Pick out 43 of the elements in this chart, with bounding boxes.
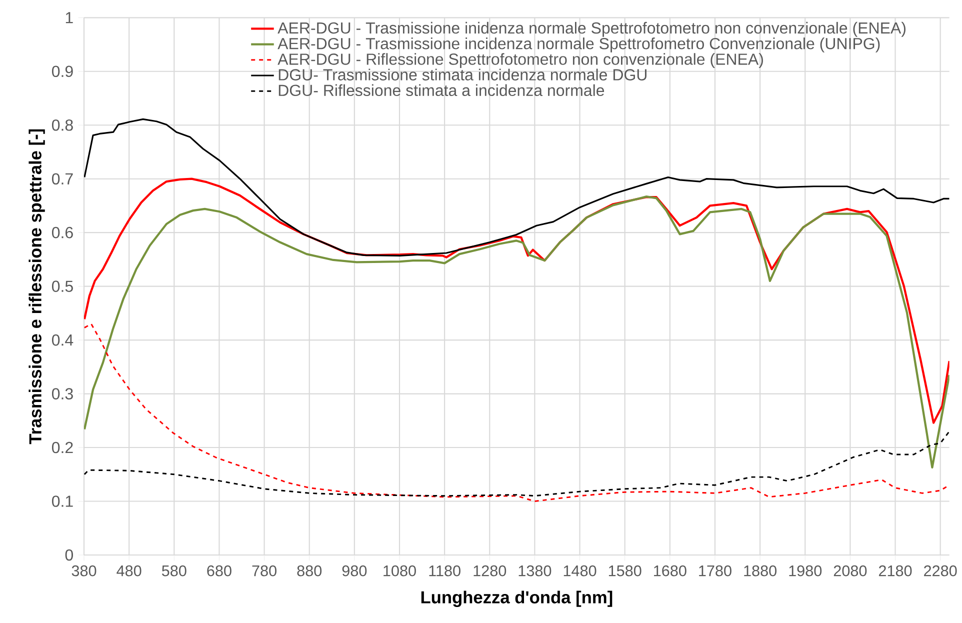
x-tick-label: 580 bbox=[162, 565, 186, 576]
y-axis-title: Trasmissione e riflessione spettrale [-] bbox=[28, 129, 45, 444]
x-tick-label: 1680 bbox=[654, 565, 686, 576]
x-tick-label: 480 bbox=[116, 565, 142, 576]
y-tick-label: 0.4 bbox=[52, 334, 74, 346]
x-axis-title: Lunghezza d'onda [nm] bbox=[421, 590, 612, 607]
x-tick-label: 680 bbox=[207, 565, 232, 576]
x-tick-label: 1280 bbox=[474, 565, 506, 576]
y-tick-label: 0.6 bbox=[52, 226, 73, 238]
x-tick-label: 1180 bbox=[429, 565, 460, 576]
y-tick-label: 0.7 bbox=[52, 173, 73, 185]
legend-label: DGU- Trasmissione stimata incidenza normale DGU bbox=[278, 68, 646, 80]
x-tick-label: 880 bbox=[297, 565, 322, 576]
line-series bbox=[84, 196, 950, 468]
line-series bbox=[84, 118, 950, 256]
x-tick-label: 1480 bbox=[564, 565, 596, 576]
x-tick-label: 1380 bbox=[518, 565, 552, 576]
legend-label: AER-DGU - Riflessione Spettrofotometro non convenzionale (ENEA) bbox=[278, 53, 763, 68]
line-series bbox=[84, 430, 950, 497]
x-tick-label: 780 bbox=[252, 565, 276, 576]
line-series bbox=[84, 178, 950, 424]
x-tick-label: 2280 bbox=[924, 565, 957, 576]
y-tick-label: 1 bbox=[66, 12, 73, 24]
legend-label: DGU- Riflessione stimata a incidenza normale bbox=[278, 84, 604, 96]
y-tick-label: 0.5 bbox=[52, 280, 73, 292]
x-tick-label: 1780 bbox=[699, 565, 732, 576]
y-tick-label: 0.8 bbox=[52, 119, 73, 131]
legend-label: AER-DGU - Trasmissione inidenza normale Spettrofotometro non convenzionale (ENEA) bbox=[278, 22, 906, 37]
x-tick-label: 1080 bbox=[384, 565, 416, 576]
y-tick-label: 0.1 bbox=[52, 496, 73, 507]
x-tick-label: 1580 bbox=[608, 565, 642, 576]
y-tick-label: 0.9 bbox=[52, 66, 73, 78]
x-tick-label: 2180 bbox=[878, 565, 912, 576]
x-tick-label: 980 bbox=[342, 565, 367, 576]
x-tick-label: 1880 bbox=[744, 565, 776, 576]
x-tick-label: 2080 bbox=[834, 565, 867, 576]
legend-label: AER-DGU - Trasmissione incidenza normale Spettrofometro Convenzionale (UNIPG) bbox=[278, 38, 880, 52]
line-series bbox=[84, 323, 950, 502]
y-tick-label: 0.3 bbox=[52, 388, 73, 400]
x-tick-label: 380 bbox=[72, 565, 96, 576]
y-tick-label: 0 bbox=[65, 549, 73, 561]
y-tick-label: 0.2 bbox=[52, 442, 73, 454]
x-tick-label: 1980 bbox=[789, 565, 822, 576]
